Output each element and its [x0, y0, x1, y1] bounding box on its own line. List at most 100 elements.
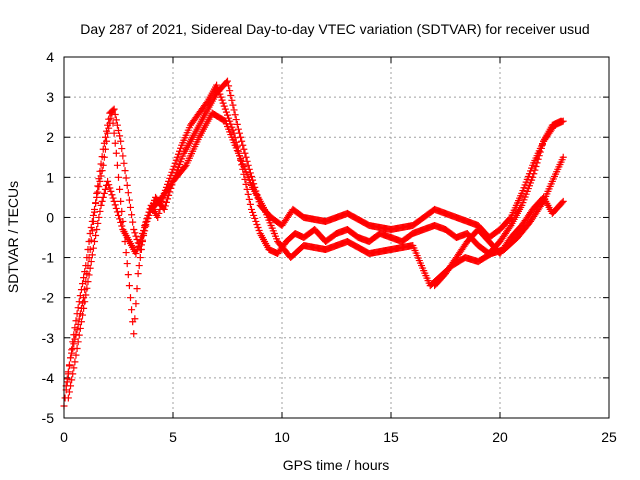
data-point: [122, 249, 130, 257]
data-point: [94, 219, 102, 227]
data-point: [107, 187, 115, 195]
data-point: [126, 203, 134, 211]
data-point: [559, 197, 567, 205]
data-point: [160, 205, 168, 213]
data-point: [130, 225, 138, 233]
data-point: [68, 376, 76, 384]
data-point: [95, 175, 103, 183]
data-point: [217, 93, 225, 101]
data-point: [116, 132, 124, 140]
data-point: [240, 145, 248, 153]
data-point: [86, 264, 94, 272]
data-point: [96, 207, 104, 215]
y-axis-title: SDTVAR / TECUs: [5, 181, 21, 293]
data-point: [106, 184, 114, 192]
data-point: [243, 185, 251, 193]
data-point: [96, 167, 104, 175]
data-point: [137, 233, 145, 241]
data-point: [104, 121, 112, 129]
data-point: [244, 190, 252, 198]
x-tick-label: 25: [601, 429, 617, 445]
data-point: [70, 340, 78, 348]
data-point: [71, 358, 79, 366]
data-point: [241, 149, 249, 157]
series-track-tail: [431, 193, 567, 290]
y-tick-label: 4: [46, 49, 54, 65]
data-point: [230, 106, 238, 114]
data-point: [85, 271, 93, 279]
data-point: [529, 173, 537, 181]
y-tick-label: -1: [42, 250, 55, 266]
x-tick-label: 0: [60, 429, 68, 445]
data-point: [105, 115, 113, 123]
data-point: [229, 101, 237, 109]
plot-frame: [63, 56, 610, 419]
data-point: [218, 96, 226, 104]
data-point: [247, 205, 255, 213]
data-point: [67, 354, 75, 362]
data-point: [135, 262, 143, 270]
data-point: [109, 194, 117, 202]
data-point: [134, 270, 142, 278]
data-point: [138, 229, 146, 237]
data-point: [64, 368, 72, 376]
data-point: [228, 96, 236, 104]
data-point: [87, 236, 95, 244]
data-point: [79, 311, 87, 319]
data-point: [100, 139, 108, 147]
data-point: [110, 105, 118, 113]
data-point: [65, 388, 73, 396]
data-point: [132, 300, 140, 308]
data-point: [253, 220, 261, 228]
data-point: [232, 116, 240, 124]
data-point: [110, 197, 118, 205]
data-point: [249, 208, 257, 216]
data-point: [134, 243, 142, 251]
data-point: [559, 117, 567, 125]
data-point: [146, 208, 154, 216]
data-point: [177, 144, 185, 152]
data-point: [506, 215, 514, 223]
data-point: [226, 87, 234, 95]
data-point: [141, 223, 149, 231]
data-point: [126, 294, 134, 302]
y-tick-label: -3: [42, 330, 55, 346]
data-point: [242, 153, 250, 161]
data-point: [245, 195, 253, 203]
data-point: [558, 199, 566, 207]
data-point: [97, 160, 105, 168]
data-point: [111, 110, 119, 118]
data-point: [118, 145, 126, 153]
data-point: [73, 344, 81, 352]
data-point: [231, 111, 239, 119]
data-point: [136, 236, 144, 244]
data-point: [76, 324, 84, 332]
data-point: [120, 159, 128, 167]
data-point: [255, 226, 263, 234]
data-point: [92, 199, 100, 207]
data-point: [101, 185, 109, 193]
data-point: [98, 197, 106, 205]
data-point: [221, 105, 229, 113]
x-axis-title: GPS time / hours: [283, 457, 390, 473]
data-point: [119, 152, 127, 160]
data-point: [109, 119, 117, 127]
data-point: [98, 153, 106, 161]
data-point: [222, 108, 230, 116]
data-point: [252, 217, 260, 225]
data-point: [64, 394, 72, 402]
data-point: [132, 232, 140, 240]
data-point: [82, 291, 90, 299]
data-point: [164, 195, 172, 203]
y-tick-label: 0: [46, 209, 54, 225]
data-point: [80, 304, 88, 312]
data-point: [91, 208, 99, 216]
data-point: [93, 189, 101, 197]
data-point: [80, 274, 88, 282]
data-point: [162, 198, 170, 206]
data-point: [250, 211, 258, 219]
data-point: [136, 254, 144, 262]
data-point: [133, 285, 141, 293]
data-point: [95, 183, 103, 191]
data-point: [131, 229, 139, 237]
